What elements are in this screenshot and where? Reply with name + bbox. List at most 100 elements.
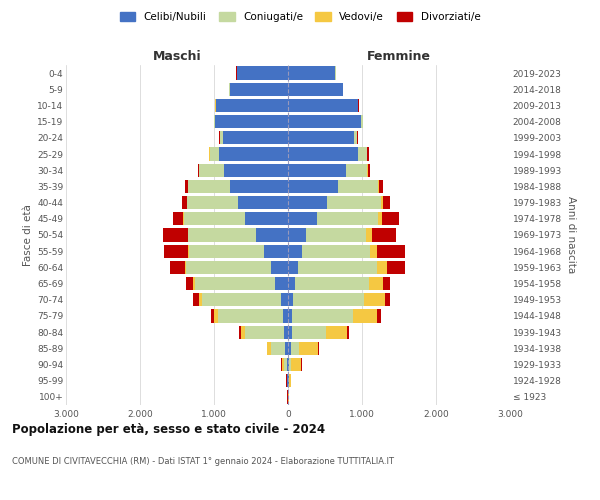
Bar <box>383 277 391 290</box>
Bar <box>377 260 387 274</box>
Bar <box>185 180 188 193</box>
Bar <box>288 99 358 112</box>
Bar <box>357 131 358 144</box>
Bar <box>189 244 265 258</box>
Bar <box>302 244 370 258</box>
Bar <box>195 277 275 290</box>
Bar <box>291 358 301 371</box>
Bar <box>215 115 288 128</box>
Bar <box>288 82 343 96</box>
Bar <box>256 228 288 241</box>
Bar <box>288 293 293 306</box>
Bar <box>170 260 185 274</box>
Bar <box>377 310 380 322</box>
Bar <box>288 244 302 258</box>
Bar <box>290 342 299 355</box>
Bar <box>188 244 189 258</box>
Text: Femmine: Femmine <box>367 50 431 62</box>
Bar <box>387 260 405 274</box>
Bar <box>283 310 288 322</box>
Bar <box>385 293 391 306</box>
Bar <box>292 310 353 322</box>
Legend: Celibi/Nubili, Coniugati/e, Vedovi/e, Divorziati/e: Celibi/Nubili, Coniugati/e, Vedovi/e, Di… <box>115 8 485 26</box>
Bar <box>216 99 288 112</box>
Bar <box>379 180 383 193</box>
Bar <box>239 326 241 339</box>
Text: COMUNE DI CIVITAVECCHIA (RM) - Dati ISTAT 1° gennaio 2024 - Elaborazione TUTTITA: COMUNE DI CIVITAVECCHIA (RM) - Dati ISTA… <box>12 458 394 466</box>
Bar <box>173 212 184 226</box>
Bar <box>184 212 245 226</box>
Bar <box>288 277 295 290</box>
Bar <box>230 82 288 96</box>
Bar <box>295 277 370 290</box>
Bar <box>275 277 288 290</box>
Bar <box>288 260 298 274</box>
Bar <box>230 180 288 193</box>
Bar <box>377 180 379 193</box>
Bar <box>318 342 319 355</box>
Bar <box>214 310 218 322</box>
Bar <box>377 244 405 258</box>
Text: Popolazione per età, sesso e stato civile - 2024: Popolazione per età, sesso e stato civil… <box>12 422 325 436</box>
Bar <box>245 212 288 226</box>
Bar <box>198 164 199 177</box>
Bar <box>367 164 368 177</box>
Bar <box>238 196 288 209</box>
Bar <box>326 326 347 339</box>
Bar <box>202 293 281 306</box>
Bar <box>245 326 284 339</box>
Bar <box>224 164 288 177</box>
Bar <box>383 196 391 209</box>
Y-axis label: Anni di nascita: Anni di nascita <box>566 196 576 274</box>
Bar <box>364 293 385 306</box>
Bar <box>288 148 358 160</box>
Bar <box>299 342 318 355</box>
Bar <box>211 310 214 322</box>
Bar <box>193 293 199 306</box>
Bar <box>370 244 377 258</box>
Bar <box>346 164 367 177</box>
Bar <box>354 131 357 144</box>
Bar <box>199 164 224 177</box>
Bar <box>218 310 283 322</box>
Bar <box>267 342 271 355</box>
Bar <box>288 196 327 209</box>
Bar <box>327 196 381 209</box>
Bar <box>292 326 326 339</box>
Bar <box>281 293 288 306</box>
Bar <box>288 228 306 241</box>
Bar <box>367 148 369 160</box>
Text: Maschi: Maschi <box>152 50 202 62</box>
Bar <box>271 260 288 274</box>
Bar <box>288 212 317 226</box>
Bar <box>164 244 188 258</box>
Bar <box>372 228 397 241</box>
Bar <box>209 148 219 160</box>
Bar <box>353 310 377 322</box>
Bar <box>282 358 284 371</box>
Bar <box>287 358 288 371</box>
Bar <box>219 148 288 160</box>
Bar <box>288 66 335 80</box>
Bar <box>193 277 195 290</box>
Bar <box>182 196 187 209</box>
Bar <box>288 342 290 355</box>
Bar <box>284 326 288 339</box>
Bar <box>381 196 383 209</box>
Bar <box>188 228 256 241</box>
Bar <box>188 180 230 193</box>
Bar <box>289 374 291 388</box>
Bar <box>284 358 287 371</box>
Bar <box>223 131 288 144</box>
Bar <box>358 148 367 160</box>
Bar <box>241 326 245 339</box>
Bar <box>367 228 372 241</box>
Bar <box>163 228 188 241</box>
Bar <box>187 277 193 290</box>
Bar <box>288 164 346 177</box>
Bar <box>265 244 288 258</box>
Bar <box>370 277 383 290</box>
Bar <box>289 358 291 371</box>
Bar <box>237 66 288 80</box>
Bar <box>298 260 377 274</box>
